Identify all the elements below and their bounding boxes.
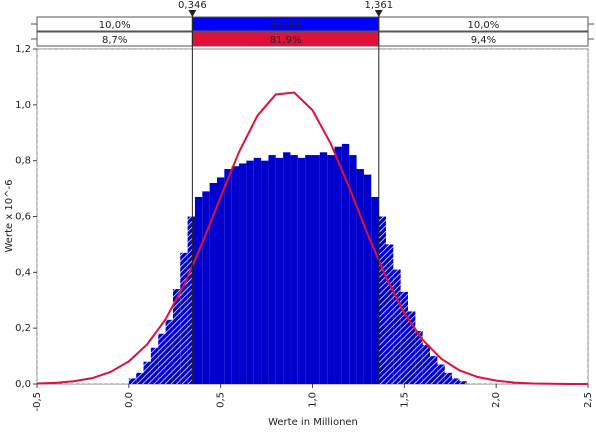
bar (231, 166, 240, 384)
bar (356, 169, 364, 384)
bar (246, 160, 254, 384)
marker-triangle (188, 10, 197, 17)
bar (194, 196, 203, 384)
x-tick-label: 1,0 (308, 392, 319, 408)
y-tick-label: 0,0 (15, 379, 31, 390)
x-tick-label: 0,0 (124, 392, 135, 408)
y-tick-label: 0,6 (15, 212, 31, 223)
y-axis-label: Werte x 10^-6 (4, 180, 15, 253)
band-label: 80,0% (270, 20, 302, 31)
bar (216, 177, 225, 384)
band-label: 9,4% (471, 35, 496, 46)
bar (290, 155, 298, 384)
x-tick-label: 2,5 (583, 392, 594, 408)
marker-label: 0,346 (178, 0, 207, 11)
hatch-left (37, 49, 193, 384)
bar (283, 152, 291, 384)
y-tick-label: 1,0 (15, 100, 31, 111)
bar (202, 191, 210, 384)
marker-label: 1,361 (364, 0, 393, 11)
x-axis-label: Werte in Millionen (268, 417, 358, 428)
y-tick-label: 0,4 (15, 267, 31, 278)
y-tick-label: 0,8 (15, 156, 31, 167)
bar (371, 196, 379, 384)
bar (341, 143, 350, 384)
band-label: 8,7% (102, 35, 127, 46)
fit-curve (36, 91, 588, 385)
x-tick-label: -0,5 (32, 392, 43, 412)
bar (349, 155, 357, 384)
bar (327, 155, 335, 384)
bar (334, 146, 342, 384)
bar (253, 157, 262, 384)
bar (261, 160, 269, 384)
bar (312, 155, 320, 384)
y-tick-label: 1,2 (15, 44, 31, 55)
x-tick-label: 0,5 (216, 392, 227, 408)
bar (305, 155, 313, 384)
band-label: 10,0% (99, 20, 131, 31)
bar (319, 152, 328, 384)
y-tick-label: 0,2 (15, 323, 31, 334)
x-tick-label: 1,5 (399, 392, 410, 408)
x-tick-label: 2,0 (491, 392, 502, 408)
hatch-right (378, 49, 588, 384)
bar (209, 183, 217, 384)
bar (275, 157, 284, 384)
band-label: 81,9% (270, 35, 302, 46)
bar (363, 174, 372, 384)
bar (239, 163, 247, 384)
marker-triangle (374, 10, 383, 17)
bar (297, 157, 306, 384)
bar (224, 169, 232, 384)
band-label: 10,0% (468, 20, 500, 31)
bar (268, 155, 276, 384)
